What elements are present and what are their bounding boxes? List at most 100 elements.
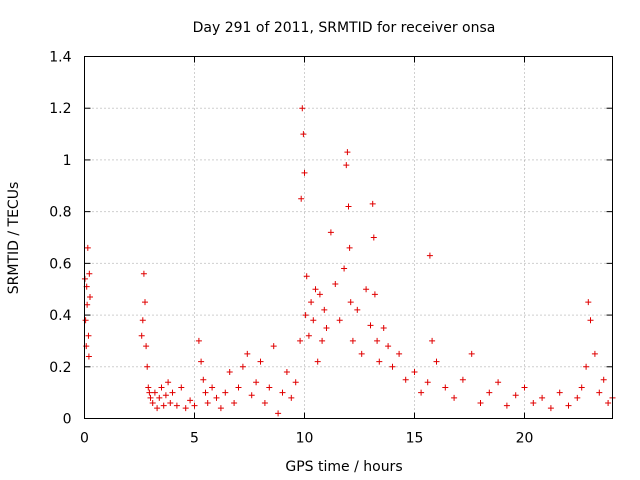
y-tick-label: 0.8	[49, 205, 71, 221]
data-point	[380, 325, 387, 331]
data-point	[144, 363, 151, 370]
data-point	[345, 203, 352, 210]
data-point	[424, 379, 431, 386]
data-point	[341, 265, 348, 272]
data-point	[305, 332, 312, 339]
data-point	[138, 332, 145, 339]
data-point	[149, 399, 156, 406]
data-point	[426, 252, 433, 259]
y-tick-label: 0.6	[49, 256, 71, 272]
data-point	[160, 402, 167, 409]
data-point	[547, 405, 554, 412]
data-point	[187, 397, 194, 404]
data-point	[486, 389, 493, 396]
data-point	[389, 363, 396, 370]
data-point	[292, 379, 299, 386]
data-point	[358, 350, 365, 357]
data-point	[411, 368, 418, 375]
x-tick-label: 15	[406, 431, 424, 447]
data-point	[556, 389, 563, 396]
data-point	[596, 389, 603, 396]
data-point	[270, 343, 277, 350]
data-point	[213, 394, 220, 401]
x-tick-label: 0	[80, 431, 89, 447]
data-point	[173, 402, 180, 409]
data-point	[169, 389, 176, 396]
data-point	[349, 337, 356, 344]
data-point	[209, 384, 216, 391]
data-point	[583, 363, 590, 370]
data-point	[512, 392, 519, 399]
data-point	[468, 350, 475, 357]
data-point	[371, 291, 378, 298]
data-point	[167, 399, 174, 406]
y-axis-label: SRMTID / TECUs	[6, 182, 22, 295]
data-point	[85, 332, 92, 339]
data-point	[521, 384, 528, 391]
data-point	[253, 379, 260, 386]
data-point	[370, 234, 377, 241]
data-point	[283, 368, 290, 375]
y-tick-label: 0.2	[49, 360, 71, 376]
data-point	[297, 337, 304, 344]
data-point	[235, 384, 242, 391]
data-point	[86, 270, 93, 277]
data-point	[336, 317, 343, 324]
data-point	[140, 270, 147, 277]
data-point	[85, 353, 92, 360]
plot-frame	[84, 56, 613, 419]
data-point	[310, 317, 317, 324]
data-points	[81, 105, 616, 417]
data-point	[298, 195, 305, 202]
data-point	[451, 394, 458, 401]
data-point	[418, 389, 425, 396]
data-point	[244, 350, 251, 357]
data-point	[301, 169, 308, 176]
data-point	[198, 358, 205, 365]
data-point	[162, 392, 169, 399]
data-point	[385, 343, 392, 350]
data-point	[402, 376, 409, 383]
data-point	[346, 244, 353, 251]
y-tick-label: 1.4	[49, 50, 71, 66]
x-axis-label: GPS time / hours	[285, 459, 402, 475]
data-point	[312, 286, 319, 293]
data-point	[299, 105, 306, 112]
data-point	[191, 402, 198, 409]
data-point	[503, 402, 510, 409]
data-point	[275, 410, 282, 417]
data-point	[217, 405, 224, 412]
data-point	[279, 389, 286, 396]
data-point	[226, 368, 233, 375]
data-point	[319, 337, 326, 344]
data-point	[151, 389, 158, 396]
data-point	[327, 229, 334, 236]
data-point	[87, 293, 93, 300]
data-point	[442, 384, 449, 391]
data-point	[165, 379, 172, 386]
data-point	[257, 358, 264, 365]
data-point	[82, 317, 89, 324]
y-tick-label: 1.2	[49, 101, 71, 117]
data-point	[530, 399, 537, 406]
data-point	[574, 394, 581, 401]
data-point	[605, 399, 612, 406]
data-point	[147, 394, 154, 401]
data-point	[374, 337, 381, 344]
data-point	[156, 394, 163, 401]
data-point	[84, 301, 91, 308]
data-point	[344, 149, 351, 156]
data-point	[202, 389, 209, 396]
data-point	[288, 394, 295, 401]
data-point	[261, 399, 268, 406]
data-point	[321, 306, 328, 313]
x-tick-label: 5	[190, 431, 199, 447]
data-point	[347, 299, 354, 306]
data-point	[300, 131, 307, 138]
data-point	[565, 402, 572, 409]
x-tick-label: 20	[516, 431, 534, 447]
data-point	[145, 384, 152, 391]
data-point	[239, 363, 246, 370]
data-point	[396, 350, 403, 357]
